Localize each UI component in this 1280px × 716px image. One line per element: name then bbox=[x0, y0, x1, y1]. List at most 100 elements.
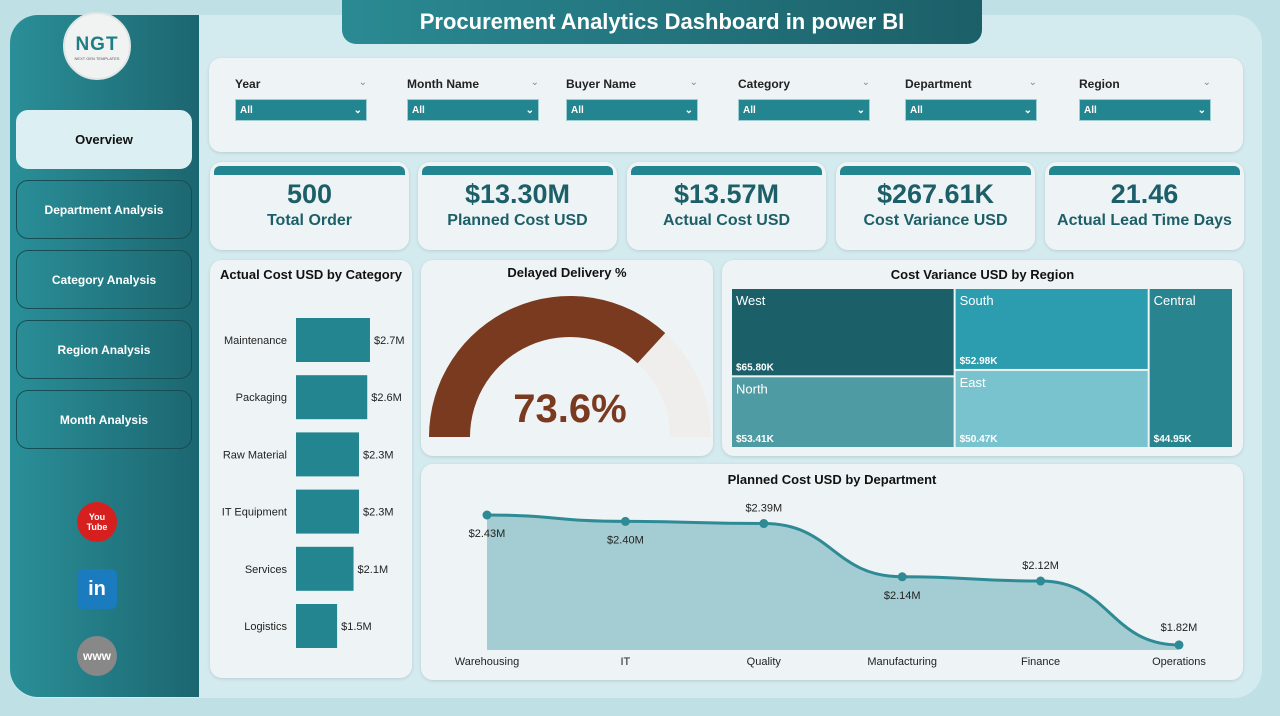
bar bbox=[296, 604, 338, 648]
chevron-down-icon: ⌄ bbox=[353, 104, 362, 116]
filter-region: Region ⌄ All ⌄ bbox=[1079, 77, 1211, 121]
x-tick-label: Finance bbox=[1021, 656, 1060, 668]
x-tick-label: IT bbox=[621, 656, 631, 668]
filter-dropdown[interactable]: All ⌄ bbox=[905, 99, 1037, 121]
kpi-value: 500 bbox=[286, 179, 333, 209]
data-point bbox=[1174, 640, 1184, 650]
treemap-tile bbox=[1149, 289, 1232, 447]
data-label: $2.12M bbox=[1022, 560, 1059, 572]
data-point bbox=[1036, 576, 1046, 586]
chevron-down-icon[interactable]: ⌄ bbox=[530, 77, 539, 88]
chevron-down-icon[interactable]: ⌄ bbox=[1028, 77, 1037, 88]
nav-month-analysis[interactable]: Month Analysis bbox=[16, 390, 192, 449]
chart-title: Delayed Delivery % bbox=[507, 265, 627, 280]
tile-value: $53.41K bbox=[736, 434, 775, 445]
tile-value: $65.80K bbox=[736, 362, 775, 373]
chevron-down-icon: ⌄ bbox=[684, 104, 693, 116]
bar bbox=[296, 318, 370, 362]
gauge-track bbox=[637, 333, 711, 437]
tile-name: North bbox=[736, 381, 768, 396]
bar bbox=[296, 432, 360, 477]
data-label: $2.3M bbox=[363, 449, 394, 461]
kpi-label: Cost Variance USD bbox=[863, 212, 1008, 229]
treemap-tile bbox=[732, 377, 954, 447]
kpi-card: 500 Total Order bbox=[210, 162, 409, 250]
filter-dropdown[interactable]: All ⌄ bbox=[738, 99, 870, 121]
tile-name: West bbox=[736, 293, 766, 308]
page-title: Procurement Analytics Dashboard in power… bbox=[342, 0, 982, 44]
chevron-down-icon: ⌄ bbox=[1023, 104, 1032, 116]
tile-value: $52.98K bbox=[960, 356, 999, 367]
gauge-value: 73.6% bbox=[513, 387, 626, 431]
chevron-down-icon: ⌄ bbox=[525, 104, 534, 116]
x-tick-label: Warehousing bbox=[455, 656, 519, 668]
data-label: $2.39M bbox=[745, 503, 782, 515]
x-tick-label: Manufacturing bbox=[867, 656, 937, 668]
data-label: $1.82M bbox=[1161, 622, 1198, 634]
nav-category-analysis[interactable]: Category Analysis bbox=[16, 250, 192, 309]
chart-title: Actual Cost USD by Category bbox=[219, 267, 403, 282]
kpi-value: 21.46 bbox=[1110, 179, 1179, 209]
nav-department-analysis[interactable]: Department Analysis bbox=[16, 180, 192, 239]
kpi-value: $13.57M bbox=[673, 179, 780, 209]
filter-dropdown[interactable]: All ⌄ bbox=[1079, 99, 1211, 121]
youtube-icon[interactable]: You Tube bbox=[77, 502, 117, 542]
logo: NGT NEXT GEN TEMPLATES bbox=[63, 12, 131, 80]
data-point bbox=[620, 516, 630, 526]
tile-value: $44.95K bbox=[1154, 434, 1193, 445]
kpi-label: Actual Lead Time Days bbox=[1057, 212, 1232, 229]
chevron-down-icon[interactable]: ⌄ bbox=[358, 77, 367, 88]
data-point bbox=[759, 519, 769, 529]
filter-department: Department ⌄ All ⌄ bbox=[905, 77, 1037, 121]
kpi-card: 21.46 Actual Lead Time Days bbox=[1045, 162, 1244, 250]
x-tick-label: Quality bbox=[747, 656, 782, 668]
nav-overview[interactable]: Overview bbox=[16, 110, 192, 169]
chevron-down-icon: ⌄ bbox=[856, 104, 865, 116]
filter-dropdown[interactable]: All ⌄ bbox=[235, 99, 367, 121]
tile-name: South bbox=[960, 293, 994, 308]
chevron-down-icon: ⌄ bbox=[1197, 104, 1206, 116]
kpi-card: $13.30M Planned Cost USD bbox=[418, 162, 617, 250]
globe-icon[interactable]: www bbox=[77, 636, 117, 676]
kpi-label: Planned Cost USD bbox=[447, 212, 588, 229]
bar bbox=[296, 489, 360, 534]
kpi-card: $13.57M Actual Cost USD bbox=[627, 162, 826, 250]
data-label: $2.1M bbox=[358, 564, 389, 576]
data-label: $2.40M bbox=[607, 534, 644, 546]
data-label: $2.3M bbox=[363, 507, 394, 519]
kpi-value: $13.30M bbox=[464, 179, 571, 209]
chart-title: Cost Variance USD by Region bbox=[890, 267, 1075, 282]
category-label: IT Equipment bbox=[222, 507, 287, 519]
data-label: $2.6M bbox=[371, 392, 402, 404]
filter-panel bbox=[209, 58, 1243, 152]
category-label: Logistics bbox=[244, 621, 287, 633]
data-point bbox=[482, 510, 492, 520]
chevron-down-icon[interactable]: ⌄ bbox=[1202, 77, 1211, 88]
category-label: Services bbox=[245, 564, 288, 576]
category-label: Packaging bbox=[236, 392, 287, 404]
area-fill bbox=[487, 515, 1179, 650]
linkedin-icon[interactable]: in bbox=[77, 569, 117, 609]
chart-title: Planned Cost USD by Department bbox=[727, 472, 937, 487]
area-line bbox=[486, 513, 1180, 647]
chevron-down-icon[interactable]: ⌄ bbox=[861, 77, 870, 88]
category-label: Raw Material bbox=[223, 449, 287, 461]
chevron-down-icon[interactable]: ⌄ bbox=[689, 77, 698, 88]
nav-region-analysis[interactable]: Region Analysis bbox=[16, 320, 192, 379]
kpi-card: $267.61K Cost Variance USD bbox=[836, 162, 1035, 250]
x-tick-label: Operations bbox=[1152, 656, 1206, 668]
treemap-tile bbox=[955, 370, 1148, 447]
kpi-label: Total Order bbox=[266, 212, 353, 229]
tile-name: East bbox=[960, 375, 986, 390]
treemap-tile bbox=[955, 289, 1148, 369]
filter-dropdown[interactable]: All ⌄ bbox=[407, 99, 539, 121]
data-label: $2.14M bbox=[884, 590, 921, 602]
bar bbox=[296, 546, 354, 591]
data-label: $2.43M bbox=[469, 528, 506, 540]
filter-dropdown[interactable]: All ⌄ bbox=[566, 99, 698, 121]
filter-month-name: Month Name ⌄ All ⌄ bbox=[407, 77, 539, 121]
category-label: Maintenance bbox=[224, 335, 287, 347]
filter-category: Category ⌄ All ⌄ bbox=[738, 77, 870, 121]
data-label: $1.5M bbox=[341, 621, 372, 633]
